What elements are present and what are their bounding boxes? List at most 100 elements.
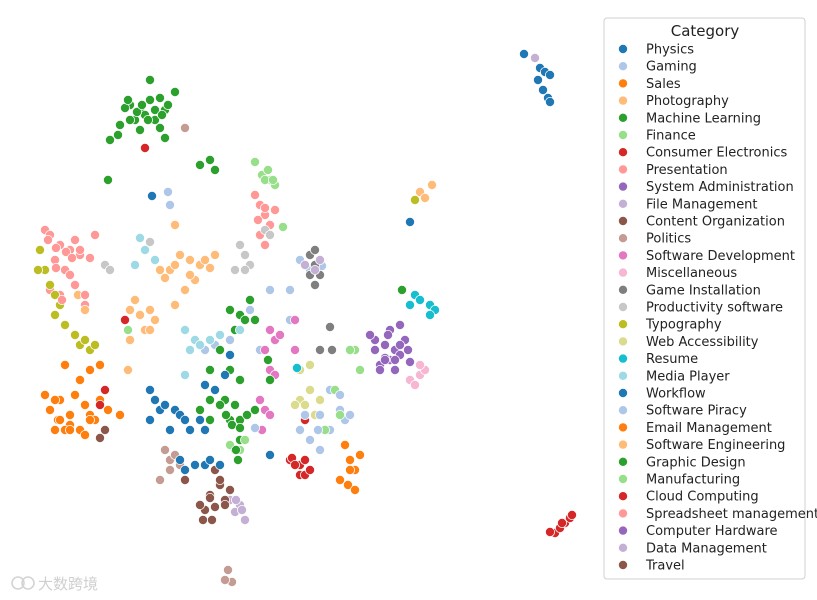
data-point [123,95,134,106]
data-point [144,236,155,247]
watermark: 大数跨境 [11,575,98,593]
legend-marker [618,542,629,553]
data-point [144,75,155,86]
data-point [299,259,310,270]
data-point [389,354,400,365]
data-point [209,249,220,260]
data-point [209,164,220,175]
data-point [538,85,549,96]
data-point [239,249,250,260]
data-point [252,214,263,225]
data-point [209,384,220,395]
data-point [103,404,114,415]
data-point [184,424,195,435]
series-gaming [199,254,355,455]
legend-item: Email Management [618,421,772,436]
data-point [309,279,320,290]
data-point [194,404,205,415]
data-point [234,239,245,250]
data-point [125,115,136,126]
series-software-piracy [162,186,345,435]
data-point [144,414,155,425]
data-point [214,344,225,355]
data-point [65,409,76,420]
data-point [342,479,353,490]
data-point [264,284,275,295]
legend-label: Presentation [646,163,728,178]
data-point [304,359,315,370]
data-point [264,449,275,460]
data-point [312,424,323,435]
data-point [144,95,155,106]
legend-marker [618,198,629,209]
data-point [204,364,215,375]
legend-item: Media Player [618,369,730,384]
data-point [244,294,255,305]
data-point [204,454,215,465]
data-point [60,319,71,330]
series-software-engineering [73,249,220,315]
data-point [249,314,260,325]
data-point [149,105,160,116]
data-point [229,399,240,410]
data-point [262,164,273,175]
data-point [234,374,245,385]
data-point [169,259,180,270]
data-point [204,414,215,425]
data-point [162,186,173,197]
data-point [219,575,230,586]
data-point [40,389,51,400]
data-point [35,244,46,255]
legend-item: Web Accessibility [618,335,759,350]
legend-item: Consumer Electronics [618,146,788,161]
data-point [50,424,61,435]
data-point [519,49,530,60]
legend-marker [618,301,629,312]
data-point [339,439,350,450]
series-email-management [50,394,360,495]
data-point [80,289,91,300]
series-machine-learning [103,75,260,455]
data-point [379,354,390,365]
data-point [169,299,180,310]
series-physics [519,49,556,108]
data-point [129,259,140,270]
data-point [57,294,68,305]
data-point [289,399,300,410]
legend-marker [618,405,629,416]
data-point [259,239,270,250]
legend-marker [618,508,629,519]
data-point [382,329,393,340]
legend-label: Politics [646,232,691,247]
data-point [369,344,380,355]
legend-marker [618,284,629,295]
data-point [105,264,116,275]
data-point [90,229,101,240]
data-point [214,329,225,340]
data-point [204,492,215,503]
data-point [159,272,170,283]
data-point [334,409,345,420]
series-manufacturing [123,174,355,420]
series-graphic-design [115,95,407,465]
legend-label: Sales [646,77,681,92]
legend-label: Software Development [646,249,795,264]
legend-label: Travel [645,559,685,574]
legend-marker [618,44,629,55]
data-point [299,454,310,465]
data-point [50,394,61,405]
data-point [194,414,205,425]
data-point [545,97,556,108]
legend-item: Miscellaneous [618,266,737,281]
watermark-logo-icon [11,576,35,590]
data-point [404,356,415,367]
data-point [75,374,86,385]
legend-marker [618,456,629,467]
legend-marker [618,61,629,72]
legend-label: Photography [646,94,729,109]
series-computer-hardware [369,329,413,375]
legend-marker [618,525,629,536]
data-point [115,409,126,420]
legend-item: Gaming [618,60,697,75]
legend-marker [618,387,629,398]
